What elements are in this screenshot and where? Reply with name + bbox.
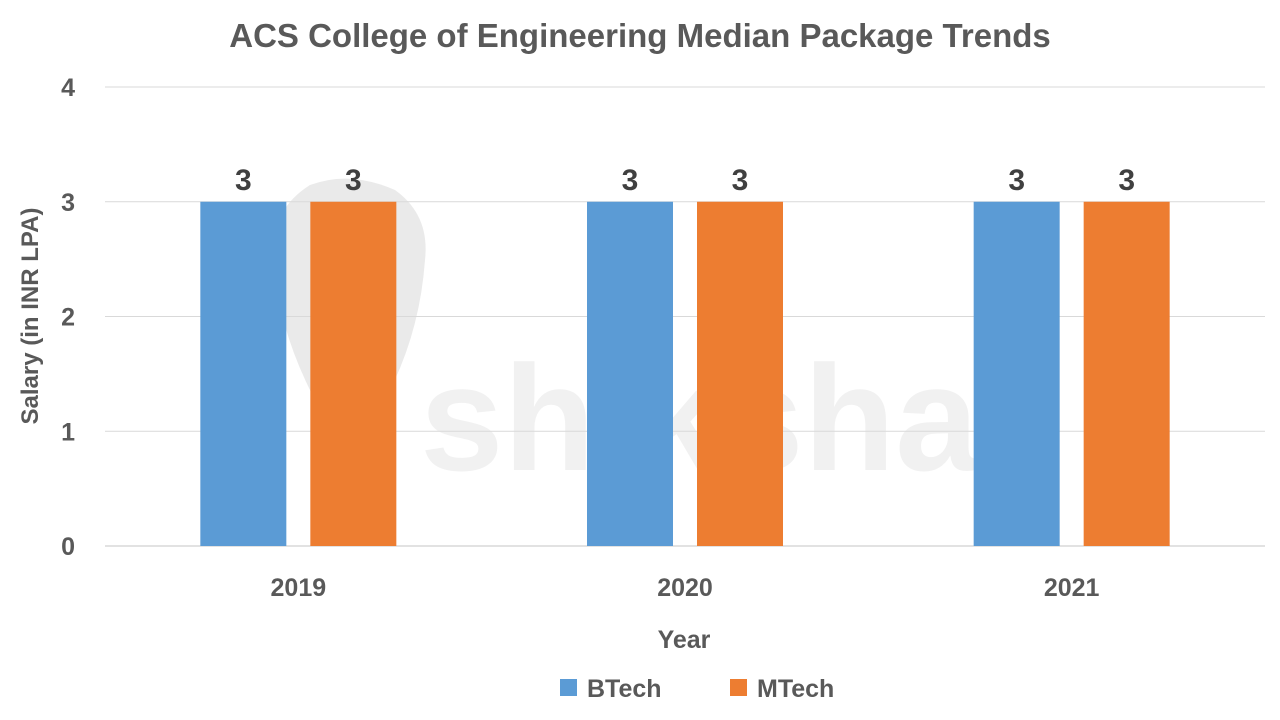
legend-label-btech: BTech [587, 675, 662, 703]
legend-label-mtech: MTech [757, 675, 834, 703]
y-tick-label: 1 [61, 418, 75, 446]
data-label: 3 [1008, 164, 1025, 197]
x-tick-label: 2021 [1044, 574, 1100, 602]
x-tick-label: 2020 [657, 574, 713, 602]
bars [200, 201, 1170, 546]
legend-swatch-mtech [730, 679, 747, 696]
data-label: 3 [1118, 164, 1135, 197]
y-tick-label: 3 [61, 189, 75, 217]
chart-title: ACS College of Engineering Median Packag… [229, 17, 1051, 54]
bar-mtech-2020 [697, 201, 783, 546]
data-label: 3 [235, 164, 252, 197]
data-label: 3 [732, 164, 749, 197]
y-gridlines [105, 86, 1265, 547]
data-label: 3 [345, 164, 362, 197]
x-tick-labels: 2019 2020 2021 [271, 574, 1100, 602]
bar-btech-2020 [587, 201, 673, 546]
legend: BTech MTech [560, 675, 834, 703]
legend-swatch-btech [560, 679, 577, 696]
bar-mtech-2019 [310, 201, 397, 546]
bar-btech-2021 [973, 201, 1060, 546]
y-axis-label: Salary (in INR LPA) [17, 208, 44, 425]
data-label: 3 [622, 164, 639, 197]
y-tick-label: 2 [61, 304, 75, 332]
x-axis-label: Year [658, 626, 711, 654]
bar-btech-2019 [200, 201, 287, 546]
bar-mtech-2021 [1083, 201, 1170, 546]
data-labels: 3 3 3 3 3 3 [235, 164, 1135, 197]
x-tick-label: 2019 [271, 574, 327, 602]
y-tick-labels: 0 1 2 3 4 [61, 74, 75, 561]
y-tick-label: 0 [61, 533, 75, 561]
y-tick-label: 4 [61, 74, 75, 102]
